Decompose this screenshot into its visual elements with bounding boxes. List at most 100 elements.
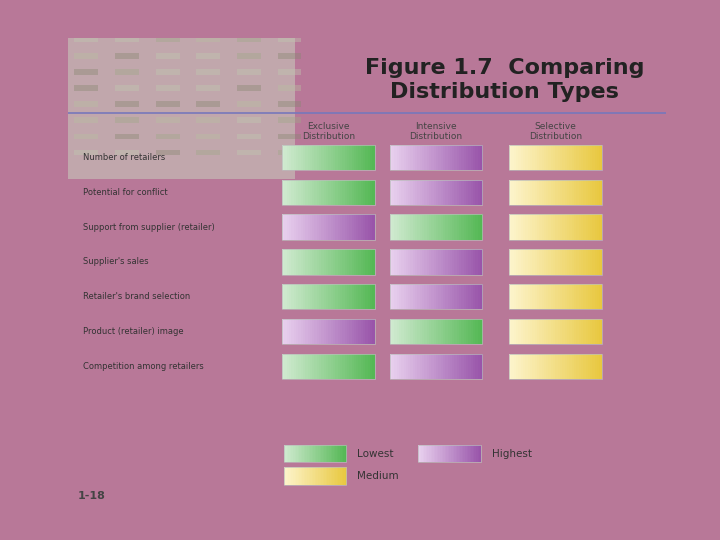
Bar	[156, 133, 179, 139]
Bar	[321, 467, 323, 484]
Bar	[278, 53, 302, 59]
Bar	[237, 85, 261, 91]
Bar	[370, 284, 373, 309]
Bar	[287, 444, 289, 462]
Bar	[553, 180, 556, 205]
Bar	[464, 214, 467, 240]
Text: Figure 1.7  Comparing
Distribution Types: Figure 1.7 Comparing Distribution Types	[365, 58, 644, 102]
Bar	[420, 354, 423, 379]
Bar	[363, 145, 366, 170]
Bar	[197, 150, 220, 156]
Bar	[523, 180, 526, 205]
Bar	[546, 145, 549, 170]
Bar	[319, 145, 322, 170]
Bar	[431, 284, 434, 309]
Bar	[541, 284, 544, 309]
Bar	[395, 249, 397, 274]
Bar	[526, 214, 528, 240]
Bar	[319, 354, 322, 379]
Bar	[312, 214, 315, 240]
Bar	[579, 284, 581, 309]
Bar	[326, 354, 328, 379]
Bar	[452, 354, 455, 379]
Bar	[579, 180, 581, 205]
Bar	[278, 37, 302, 43]
Bar	[390, 354, 482, 379]
Bar	[443, 354, 446, 379]
Bar	[330, 467, 333, 484]
Bar	[450, 145, 452, 170]
Bar	[338, 444, 341, 462]
Bar	[480, 319, 482, 344]
Bar	[583, 180, 586, 205]
Bar	[532, 180, 535, 205]
Bar	[452, 284, 455, 309]
Bar	[509, 145, 512, 170]
Bar	[303, 214, 305, 240]
Bar	[298, 284, 301, 309]
Bar	[445, 214, 448, 240]
Bar	[321, 249, 324, 274]
Bar	[477, 214, 480, 240]
Bar	[317, 319, 320, 344]
Bar	[156, 53, 179, 59]
Bar	[588, 214, 590, 240]
Bar	[319, 319, 322, 344]
Bar	[523, 214, 526, 240]
Bar	[448, 145, 450, 170]
Bar	[406, 319, 408, 344]
Bar	[361, 319, 364, 344]
Bar	[466, 145, 469, 170]
Bar	[294, 444, 297, 462]
Bar	[390, 319, 482, 344]
Bar	[528, 214, 530, 240]
Bar	[477, 145, 480, 170]
Bar	[310, 284, 312, 309]
Bar	[372, 249, 375, 274]
Bar	[287, 180, 289, 205]
Bar	[366, 214, 368, 240]
Bar	[579, 319, 581, 344]
Bar	[406, 214, 408, 240]
Bar	[555, 249, 558, 274]
Bar	[282, 354, 284, 379]
Bar	[585, 284, 588, 309]
Bar	[551, 354, 554, 379]
Bar	[372, 284, 375, 309]
Bar	[553, 249, 556, 274]
Bar	[532, 319, 535, 344]
Bar	[237, 117, 261, 123]
Bar	[418, 145, 420, 170]
Bar	[324, 145, 326, 170]
Bar	[544, 319, 546, 344]
Bar	[459, 214, 462, 240]
Bar	[516, 354, 518, 379]
Bar	[441, 249, 444, 274]
Bar	[300, 214, 303, 240]
Bar	[197, 69, 220, 75]
Bar	[564, 284, 567, 309]
Bar	[514, 354, 516, 379]
Bar	[585, 354, 588, 379]
Bar	[518, 145, 521, 170]
Bar	[340, 354, 343, 379]
Bar	[287, 249, 289, 274]
Bar	[526, 249, 528, 274]
Bar	[343, 444, 345, 462]
Bar	[588, 145, 590, 170]
Bar	[345, 180, 347, 205]
Bar	[514, 180, 516, 205]
Bar	[475, 214, 478, 240]
Bar	[477, 354, 480, 379]
Bar	[284, 444, 285, 462]
Bar	[356, 214, 359, 240]
Bar	[349, 354, 352, 379]
Bar	[454, 249, 457, 274]
Bar	[462, 180, 464, 205]
Bar	[408, 249, 410, 274]
Bar	[523, 319, 526, 344]
Bar	[518, 354, 521, 379]
Bar	[588, 319, 590, 344]
Bar	[549, 214, 551, 240]
Bar	[570, 145, 572, 170]
